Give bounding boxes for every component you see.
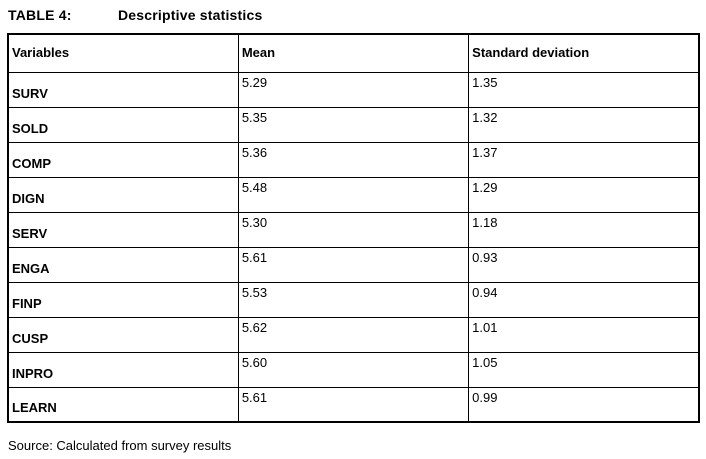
mean-cell: 5.53 — [237, 281, 470, 318]
table-row: FINP 5.53 0.94 — [7, 281, 700, 318]
mean-cell: 5.30 — [237, 211, 470, 248]
sd-cell: 0.93 — [468, 246, 700, 283]
table-header-row: Variables Mean Standard deviation — [7, 33, 700, 73]
mean-cell: 5.48 — [237, 176, 470, 213]
table-caption-text: Descriptive statistics — [118, 7, 263, 23]
sd-cell: 1.37 — [468, 141, 700, 178]
table-row: SURV 5.29 1.35 — [7, 71, 700, 108]
table-body: SURV 5.29 1.35 SOLD 5.35 1.32 COMP 5.36 1.37 DIGN… — [7, 71, 700, 423]
mean-cell: 5.62 — [237, 316, 470, 353]
sd-cell: 0.94 — [468, 281, 700, 318]
sd-cell: 0.99 — [468, 386, 700, 423]
table-row: COMP 5.36 1.37 — [7, 141, 700, 178]
descriptive-statistics-table: Variables Mean Standard deviation SURV 5.… — [7, 33, 700, 423]
variable-cell: LEARN — [7, 386, 239, 423]
variable-cell: FINP — [7, 281, 239, 318]
column-header-mean: Mean — [237, 33, 470, 73]
variable-cell: DIGN — [7, 176, 239, 213]
sd-cell: 1.29 — [468, 176, 700, 213]
source-note: Source: Calculated from survey results — [8, 438, 232, 453]
table-row: DIGN 5.48 1.29 — [7, 176, 700, 213]
table-row: INPRO 5.60 1.05 — [7, 351, 700, 388]
table-row: SERV 5.30 1.18 — [7, 211, 700, 248]
table-row: SOLD 5.35 1.32 — [7, 106, 700, 143]
table-row: LEARN 5.61 0.99 — [7, 386, 700, 423]
column-header-standard-deviation: Standard deviation — [468, 33, 700, 73]
variable-cell: COMP — [7, 141, 239, 178]
variable-cell: SOLD — [7, 106, 239, 143]
mean-cell: 5.29 — [237, 71, 470, 108]
mean-cell: 5.61 — [237, 386, 470, 423]
variable-cell: ENGA — [7, 246, 239, 283]
sd-cell: 1.35 — [468, 71, 700, 108]
variable-cell: INPRO — [7, 351, 239, 388]
sd-cell: 1.05 — [468, 351, 700, 388]
mean-cell: 5.60 — [237, 351, 470, 388]
sd-cell: 1.18 — [468, 211, 700, 248]
variable-cell: SERV — [7, 211, 239, 248]
sd-cell: 1.01 — [468, 316, 700, 353]
table-row: ENGA 5.61 0.93 — [7, 246, 700, 283]
mean-cell: 5.36 — [237, 141, 470, 178]
column-header-variables: Variables — [7, 33, 239, 73]
sd-cell: 1.32 — [468, 106, 700, 143]
mean-cell: 5.35 — [237, 106, 470, 143]
table-caption-number: TABLE 4: — [8, 7, 72, 23]
variable-cell: CUSP — [7, 316, 239, 353]
mean-cell: 5.61 — [237, 246, 470, 283]
table-row: CUSP 5.62 1.01 — [7, 316, 700, 353]
table-caption: TABLE 4: Descriptive statistics — [8, 7, 262, 23]
variable-cell: SURV — [7, 71, 239, 108]
table-header: Variables Mean Standard deviation — [7, 33, 700, 73]
